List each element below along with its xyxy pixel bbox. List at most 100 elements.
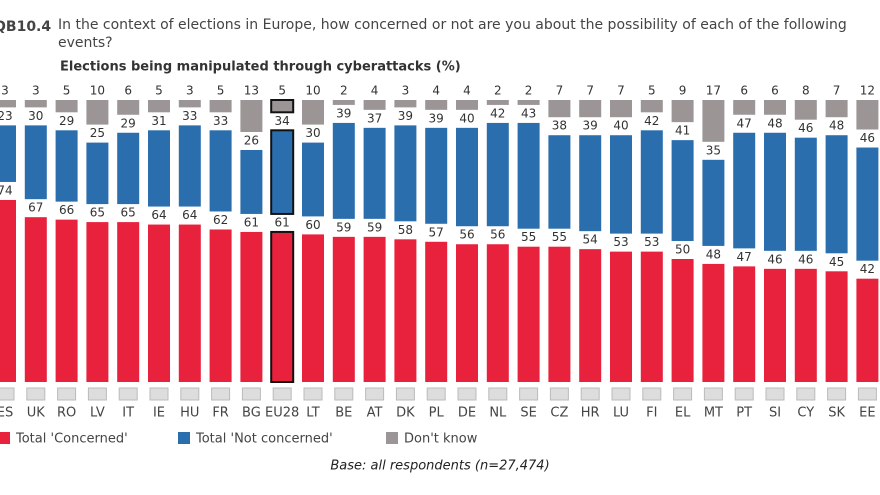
legend-label: Total 'Not concerned'	[195, 432, 333, 447]
bar-segment	[117, 222, 140, 382]
x-tick-label: EU28	[265, 406, 299, 421]
value-label: 66	[59, 203, 74, 217]
bar-segment	[825, 271, 848, 382]
bar-segment	[117, 132, 140, 205]
flag	[118, 387, 138, 401]
flag	[0, 387, 15, 401]
bar-segment	[825, 100, 848, 118]
value-label: 33	[213, 114, 228, 128]
bar-segment	[394, 239, 417, 382]
value-label: 39	[398, 109, 413, 123]
flag	[734, 387, 754, 401]
flag	[211, 387, 231, 401]
value-label: 6	[740, 84, 748, 98]
legend-swatch	[386, 432, 398, 444]
bar-segment	[579, 100, 602, 118]
flag	[26, 387, 46, 401]
x-tick-label: PL	[429, 406, 445, 421]
bar-segment	[764, 100, 786, 115]
x-tick-label: DK	[396, 406, 415, 421]
value-label: 48	[706, 247, 721, 261]
x-tick-label: FI	[646, 406, 657, 421]
bar-segment	[640, 100, 663, 113]
bar-segment	[363, 100, 386, 110]
value-label: 6	[124, 84, 132, 98]
bar-segment	[456, 100, 478, 110]
bar-segment	[332, 122, 355, 219]
value-label: 29	[59, 114, 74, 128]
bar-segment	[332, 100, 355, 105]
bar-segment	[0, 199, 16, 382]
bar-segment	[610, 135, 632, 234]
x-tick-label: BG	[242, 406, 261, 421]
bar-segment	[548, 100, 571, 118]
x-tick-label: LV	[90, 406, 105, 421]
x-tick-label: CZ	[550, 406, 568, 421]
value-label: 50	[675, 243, 690, 257]
bar-segment	[240, 149, 263, 214]
bar-segment	[363, 236, 386, 382]
value-label: 58	[398, 223, 413, 237]
value-label: 6	[771, 84, 779, 98]
bar-segment	[425, 127, 448, 224]
value-label: 8	[802, 84, 810, 98]
value-label: 4	[371, 84, 379, 98]
flag	[395, 387, 415, 401]
flag	[796, 387, 816, 401]
value-label: 5	[155, 84, 163, 98]
flag	[426, 387, 446, 401]
value-label: 41	[675, 124, 690, 138]
flag	[149, 387, 169, 401]
bar-segment	[394, 125, 417, 222]
value-label: 5	[648, 84, 656, 98]
bar-segment	[117, 100, 140, 115]
bar-segment	[332, 236, 355, 382]
flag	[241, 387, 261, 401]
value-label: 10	[90, 84, 105, 98]
value-label: 5	[63, 84, 71, 98]
bar-segment	[86, 100, 109, 125]
x-tick-label: IE	[153, 406, 165, 421]
value-label: 2	[525, 84, 533, 98]
value-label: 65	[121, 206, 136, 220]
value-label: 47	[737, 250, 752, 264]
bar-segment	[856, 278, 879, 382]
flag	[580, 387, 600, 401]
value-label: 30	[28, 109, 43, 123]
bar-segment	[486, 122, 509, 227]
value-label: 56	[459, 228, 474, 242]
x-tick-label: SI	[769, 406, 781, 421]
value-label: 46	[798, 252, 813, 266]
value-label: 74	[0, 183, 13, 197]
bar-segment	[240, 231, 263, 382]
flag	[519, 387, 539, 401]
bar-segment	[0, 100, 16, 108]
bar-segment	[702, 159, 725, 246]
value-label: 13	[244, 84, 259, 98]
bar-segment	[24, 100, 47, 108]
value-label: 48	[829, 119, 844, 133]
bar-segment	[24, 125, 47, 200]
bar-segment	[363, 127, 386, 219]
value-label: 39	[429, 111, 444, 125]
x-tick-label: NL	[489, 406, 507, 421]
value-label: 61	[244, 215, 259, 229]
x-tick-label: LU	[613, 406, 629, 421]
bar-segment	[640, 130, 663, 234]
value-label: 40	[613, 119, 628, 133]
footnote: Base: all respondents (n=27,474)	[330, 459, 549, 474]
bar-segment	[671, 259, 694, 382]
value-label: 65	[90, 206, 105, 220]
bar-segment	[178, 224, 201, 382]
value-label: 54	[583, 233, 598, 247]
value-label: 55	[521, 230, 536, 244]
value-label: 3	[186, 84, 194, 98]
bar-segment	[856, 147, 879, 261]
value-label: 3	[402, 84, 410, 98]
x-tick-label: FR	[212, 406, 229, 421]
value-label: 3	[32, 84, 40, 98]
value-label: 5	[278, 84, 286, 98]
chart-subtitle: Elections being manipulated through cybe…	[60, 60, 461, 75]
value-label: 34	[275, 114, 290, 128]
